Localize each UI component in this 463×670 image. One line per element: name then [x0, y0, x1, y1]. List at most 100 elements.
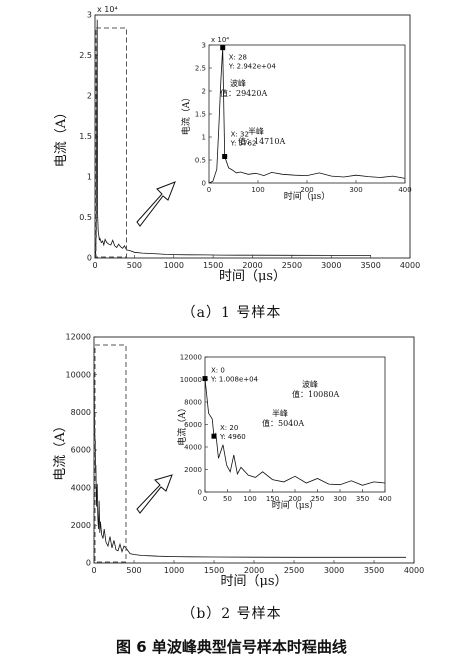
- b-datatip-marker: [202, 376, 208, 382]
- a-inset-y-axis-label: 电流（A）: [180, 93, 192, 136]
- a-main-y-tick-label: 2: [87, 92, 92, 101]
- b-datatip-y: Y: 1.008e+04: [210, 376, 259, 384]
- b-main-y-tick-label: 2000: [71, 521, 91, 530]
- b-inset-y-tick-label: 0: [198, 488, 202, 496]
- a-inset-x-axis-label: 时间（μs）: [284, 190, 330, 202]
- b-zoom-arrow: [136, 474, 173, 514]
- a-main-x-tick-label: 3000: [321, 261, 341, 270]
- b-inset-x-tick-label: 350: [356, 495, 369, 503]
- b-main-y-tick-label: 6000: [71, 446, 91, 455]
- a-main-y-tick-label: 3: [87, 11, 92, 20]
- a-inset-y-tick-label: 0: [202, 179, 206, 187]
- b-main-x-axis-label: 时间（μs）: [220, 574, 287, 589]
- a-inset-y-exponent: x 10⁴: [211, 36, 229, 44]
- a-main-y-tick-label: 0: [87, 254, 92, 263]
- b-datatip-x: X: 20: [220, 424, 238, 432]
- b-main-x-tick-label: 2000: [244, 566, 264, 575]
- b-main-y-tick-label: 0: [86, 559, 91, 568]
- a-inset-plot-frame: [208, 44, 406, 184]
- a-note-value: 值：14710A: [238, 136, 285, 146]
- a-main-y-axis-label: 电流（A）: [54, 106, 69, 167]
- b-note-title: 半峰: [272, 408, 288, 418]
- b-inset-plot-frame: [204, 356, 386, 493]
- b-inset-x-axis-label: 时间（μs）: [272, 499, 318, 511]
- a-main-x-tick-label: 1500: [203, 261, 223, 270]
- b-inset-y-axis-label: 电流（A）: [176, 403, 188, 446]
- b-main-x-tick-label: 1000: [164, 566, 184, 575]
- a-inset-x-tick-label: 0: [207, 186, 211, 194]
- b-main-x-tick-label: 3000: [324, 566, 344, 575]
- a-main-y-tick-label: 2.5: [79, 51, 92, 60]
- a-datatip-y: Y: 5762: [230, 139, 257, 147]
- b-main-x-tick-label: 1500: [204, 566, 224, 575]
- b-main-x-tick-label: 3500: [364, 566, 384, 575]
- b-main-series: [93, 373, 406, 558]
- b-main-x-tick-label: 4000: [404, 566, 424, 575]
- a-note-title: 半峰: [248, 126, 264, 136]
- b-main-x-tick-label: 500: [126, 566, 141, 575]
- b-inset-y-tick-label: 6000: [184, 421, 202, 429]
- a-inset-y-tick-label: 3: [202, 41, 206, 49]
- a-main-x-axis-label: 时间（μs）: [219, 269, 286, 284]
- b-main-y-tick-label: 8000: [71, 408, 91, 417]
- a-main-y-tick-label: 1: [87, 173, 92, 182]
- a-main-y-exponent: x 10⁴: [97, 5, 118, 14]
- a-main-x-tick-label: 2500: [282, 261, 302, 270]
- a-main-x-tick-label: 3500: [360, 261, 380, 270]
- a-main-x-tick-label: 500: [127, 261, 142, 270]
- figure-caption: 图 6 单波峰典型信号样本时程曲线: [116, 638, 347, 656]
- a-note-value: 值：29420A: [220, 88, 267, 98]
- a-main-x-tick-label: 0: [92, 261, 97, 270]
- b-inset-y-tick-label: 2000: [184, 466, 202, 474]
- b-inset-x-tick-label: 50: [223, 495, 232, 503]
- b-inset-x-tick-label: 150: [266, 495, 279, 503]
- a-inset-x-tick-label: 300: [349, 186, 362, 194]
- chart-b: 0 500 1000 1500 2000 2500 3000 3500 400002000400…: [53, 333, 424, 589]
- a-inset-x-tick-label: 200: [300, 186, 313, 194]
- a-main-x-tick-label: 1000: [164, 261, 184, 270]
- a-main-x-tick-label: 4000: [400, 261, 420, 270]
- b-inset-y-tick-label: 4000: [184, 443, 202, 451]
- a-datatip-x: X: 28: [229, 54, 247, 62]
- b-datatip-x: X: 0: [211, 367, 225, 375]
- a-main-series: [94, 19, 371, 259]
- b-inset-y-tick-label: 12000: [180, 353, 202, 361]
- a-zoom-arrow: [136, 181, 176, 227]
- b-main-y-tick-label: 4000: [71, 483, 91, 492]
- b-inset-x-tick-label: 250: [311, 495, 324, 503]
- a-inset-series: [208, 47, 406, 184]
- a-zoom-box: [95, 27, 127, 258]
- b-main-y-tick-label: 10000: [66, 370, 91, 379]
- caption-b: （b）2 号样本: [181, 606, 282, 622]
- a-main-y-tick-label: 0.5: [79, 213, 92, 222]
- a-inset-y-tick-label: 0.5: [195, 156, 206, 164]
- a-datatip-marker: [220, 45, 226, 51]
- b-inset-x-tick-label: 100: [243, 495, 256, 503]
- b-main-y-tick-label: 12000: [66, 333, 91, 342]
- a-datatip-y: Y: 2.942e+04: [228, 63, 277, 71]
- b-main-x-tick-label: 2500: [284, 566, 304, 575]
- a-inset-x-tick-label: 400: [398, 186, 411, 194]
- b-inset-x-tick-label: 200: [288, 495, 301, 503]
- a-main-x-tick-label: 2000: [242, 261, 262, 270]
- b-inset-x-tick-label: 400: [378, 495, 391, 503]
- b-inset-y-tick-label: 10000: [180, 376, 202, 384]
- b-inset-x-tick-label: 300: [333, 495, 346, 503]
- b-inset-x-tick-label: 0: [203, 495, 207, 503]
- b-main-y-axis-label: 电流（A）: [53, 419, 68, 480]
- a-datatip-x: X: 32: [231, 130, 249, 138]
- b-main-x-tick-label: 0: [91, 566, 96, 575]
- a-inset-y-tick-label: 2: [202, 87, 206, 95]
- a-inset-y-tick-label: 2.5: [195, 64, 206, 72]
- b-datatip-y: Y: 4960: [219, 433, 246, 441]
- b-note-value: 值：10080A: [292, 389, 339, 399]
- a-inset-y-tick-label: 1.5: [195, 110, 206, 118]
- b-datatip-marker: [211, 433, 217, 439]
- a-datatip-marker: [222, 153, 228, 159]
- a-main-y-tick-label: 1.5: [79, 132, 92, 141]
- caption-a: （a）1 号样本: [181, 305, 282, 321]
- b-note-value: 值：5040A: [262, 418, 304, 428]
- b-inset-y-tick-label: 8000: [184, 398, 202, 406]
- a-note-title: 波峰: [230, 78, 246, 88]
- chart-a: 0 500 1000 1500 2000 2500 3000 3500 400000.511.5…: [54, 5, 420, 284]
